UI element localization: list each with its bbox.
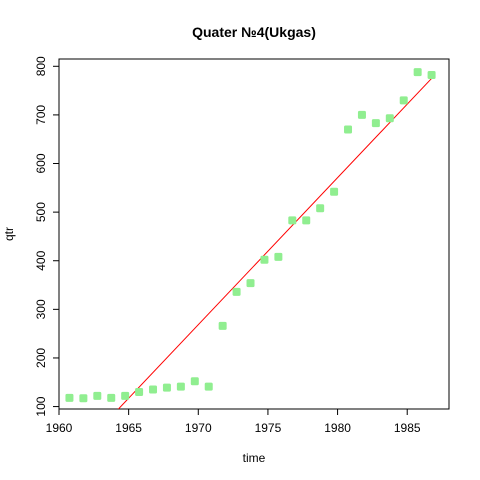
data-point	[79, 394, 88, 403]
y-tick-label: 500	[34, 202, 48, 222]
data-point	[190, 377, 199, 386]
x-tick-label: 1970	[185, 421, 212, 435]
x-tick-label: 1980	[324, 421, 351, 435]
data-point	[107, 393, 116, 402]
y-tick-label: 200	[34, 348, 48, 368]
data-point	[288, 216, 297, 225]
trend-line-group	[117, 78, 432, 409]
data-point	[246, 279, 255, 288]
data-point	[149, 385, 158, 394]
y-tick-label: 300	[34, 299, 48, 319]
x-axis-label: time	[243, 451, 266, 465]
chart-title: Quater №4(Ukgas)	[192, 24, 316, 40]
data-point	[121, 391, 130, 400]
data-point	[330, 187, 339, 196]
data-point	[260, 255, 269, 264]
data-point	[204, 382, 213, 391]
x-tick-label: 1965	[115, 421, 142, 435]
data-points	[65, 68, 436, 403]
data-point	[385, 114, 394, 123]
data-point	[302, 216, 311, 225]
x-axis: 1960 1965 1970 1975 1980 1985	[46, 409, 421, 435]
data-point	[357, 110, 366, 119]
data-point	[427, 71, 436, 80]
y-tick-label: 800	[34, 56, 48, 76]
y-axis: 100 200 300 400 500 600 700 800	[34, 56, 59, 417]
data-point	[316, 204, 325, 213]
data-point	[399, 96, 408, 105]
data-point	[344, 125, 353, 134]
data-point	[65, 393, 74, 402]
x-tick-label: 1985	[394, 421, 421, 435]
data-point	[413, 68, 422, 77]
data-point	[274, 252, 283, 261]
data-point	[232, 287, 241, 296]
data-point	[93, 391, 102, 400]
data-point	[371, 119, 380, 128]
data-point	[176, 382, 185, 391]
data-point	[135, 387, 144, 396]
plot-frame	[58, 58, 450, 410]
y-tick-label: 700	[34, 105, 48, 125]
data-point	[218, 321, 227, 330]
y-tick-label: 400	[34, 250, 48, 270]
y-tick-label: 600	[34, 153, 48, 173]
data-point	[162, 383, 171, 392]
y-axis-label: qtr	[2, 227, 16, 241]
trend-line	[117, 78, 432, 409]
x-tick-label: 1975	[255, 421, 282, 435]
y-tick-label: 100	[34, 396, 48, 416]
x-tick-label: 1960	[46, 421, 73, 435]
